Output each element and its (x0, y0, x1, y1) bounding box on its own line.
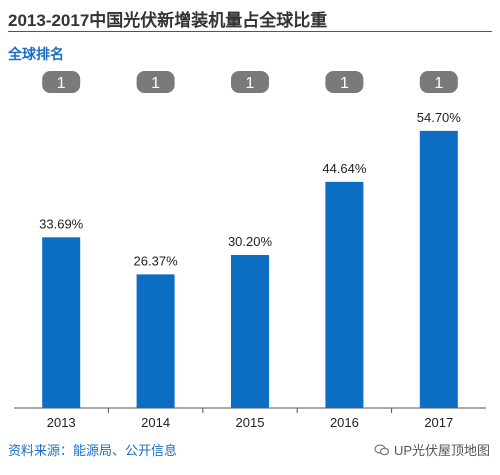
x-tick-label: 2016 (330, 415, 359, 430)
bar (231, 254, 269, 408)
rank-badge-label: 1 (340, 75, 349, 92)
x-tick-label: 2013 (47, 415, 76, 430)
bar (136, 274, 175, 408)
rank-badge-label: 1 (434, 75, 443, 92)
global-rank-heading: 全球排名 (8, 46, 64, 62)
watermark: UP光伏屋顶地图 (374, 440, 490, 459)
rank-badge (42, 71, 81, 93)
x-tick-label: 2014 (141, 415, 170, 430)
bar (325, 181, 364, 408)
wechat-icon (374, 443, 390, 455)
rank-badge-label: 1 (246, 75, 255, 92)
x-tick-label: 2017 (424, 415, 453, 430)
bar-value-label: 33.69% (39, 216, 84, 231)
rank-badge (419, 71, 458, 93)
bar (42, 237, 81, 408)
rank-badge (136, 71, 175, 93)
rank-badge (325, 71, 364, 93)
rank-badge-label: 1 (151, 75, 160, 92)
bar-value-label: 44.64% (322, 161, 367, 176)
chart-title: 2013-2017中国光伏新增装机量占全球比重 (8, 11, 328, 30)
data-source-note: 资料来源：能源局、公开信息 (8, 443, 178, 458)
bar-value-label: 30.20% (228, 234, 273, 249)
bar-value-label: 26.37% (134, 253, 179, 268)
x-tick-label: 2015 (236, 415, 265, 430)
bar-value-label: 54.70% (417, 110, 462, 125)
bar (419, 130, 458, 408)
watermark-text: UP光伏屋顶地图 (393, 443, 490, 458)
rank-badge (231, 71, 269, 93)
rank-badge-label: 1 (57, 75, 66, 92)
title-divider (8, 31, 492, 32)
